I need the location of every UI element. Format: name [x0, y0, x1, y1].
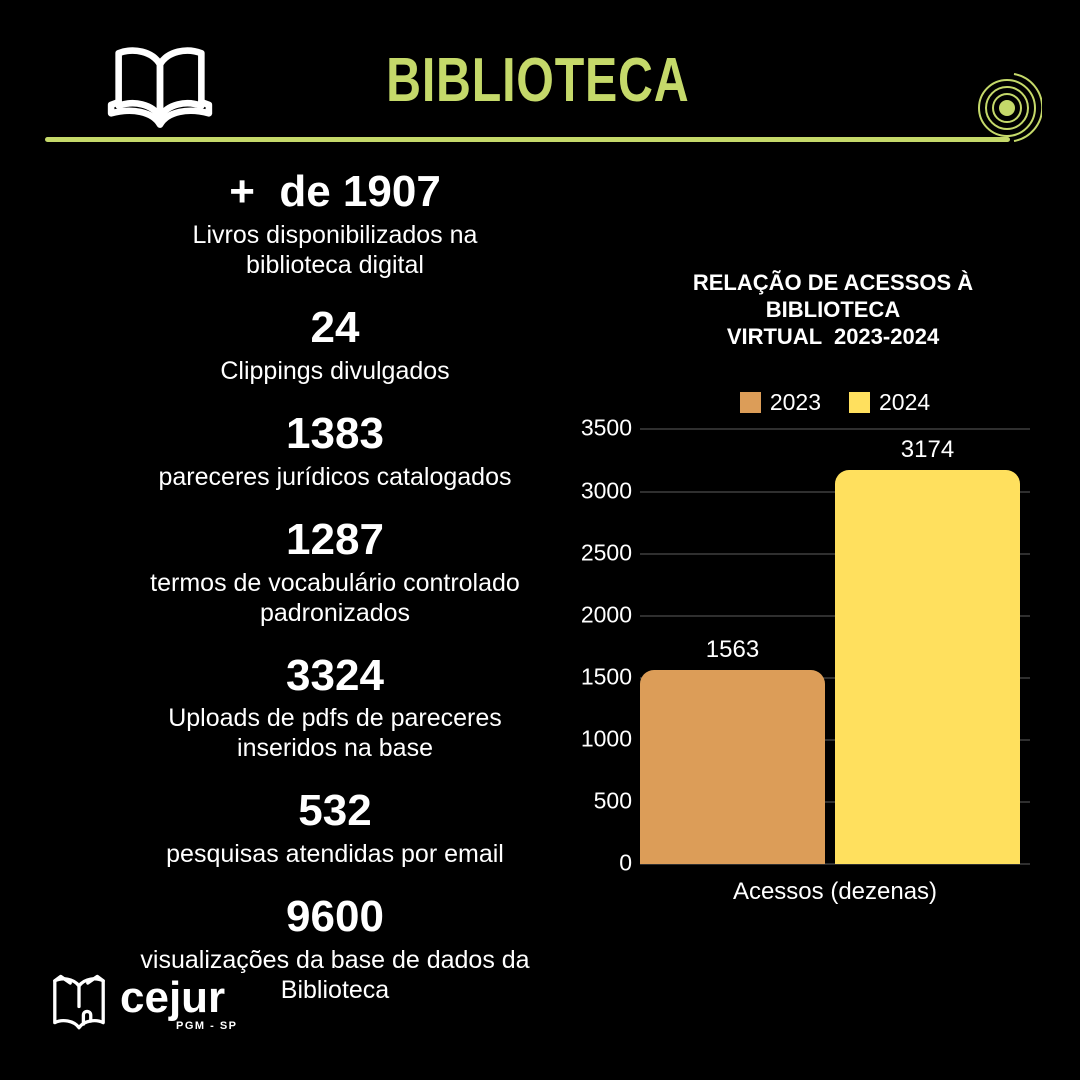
x-axis-label: Acessos (dezenas) — [732, 878, 938, 906]
legend-item-2023: 2023 — [739, 389, 821, 416]
stat-value: + de 1907 — [229, 167, 441, 216]
gridline-3500 — [640, 428, 1030, 431]
chart-title: RELAÇÃO DE ACESSOS À BIBLIOTECA VIRTUAL … — [692, 270, 974, 349]
stat-termos: 1287 termos de vocabulário controlado pa… — [60, 514, 610, 628]
concentric-circles-icon — [978, 73, 1042, 142]
plot-wrap: 3500 3000 2500 2000 1500 1000 500 0 1563 3174 Ace… — [580, 415, 1050, 929]
cejur-logo: cejur PGM - SP — [46, 974, 238, 1036]
cejur-wordmark: cejur PGM - SP — [120, 973, 238, 1033]
stat-clippings: 24 Clippings divulgados — [60, 302, 610, 386]
cejur-brand-text: cejur — [120, 973, 226, 1022]
plot-area: 3500 3000 2500 2000 1500 1000 500 0 1563 3174 — [581, 415, 1030, 876]
stat-value: 532 — [298, 786, 372, 836]
y-tick-label-3000: 3000 — [580, 477, 632, 504]
stat-value: 3324 — [286, 650, 384, 700]
bar-value-label-2024: 3174 — [900, 436, 955, 463]
bar-chart: RELAÇÃO DE ACESSOS À BIBLIOTECA VIRTUAL … — [580, 270, 1050, 929]
legend-label-2023: 2023 — [769, 389, 821, 416]
y-tick-label-0: 0 — [619, 849, 632, 876]
stat-label: visualizações da base de dados da Biblio… — [140, 946, 530, 1005]
stat-value: 1383 — [286, 408, 384, 458]
page-title: BIBLIOTECA — [386, 46, 690, 115]
stat-label: termos de vocabulário controlado padroni… — [150, 568, 520, 627]
legend-swatch-2023 — [739, 392, 761, 414]
bar-2023 — [640, 670, 825, 865]
y-tick-label-2500: 2500 — [580, 539, 632, 566]
bar-2024 — [835, 470, 1020, 865]
stat-uploads: 3324 Uploads de pdfs de pareceres inseri… — [60, 650, 610, 764]
stat-value: 24 — [310, 302, 360, 352]
legend-label-2024: 2024 — [879, 389, 931, 416]
stat-visualizacoes: 9600 visualizações da base de dados da B… — [60, 892, 610, 1005]
y-tick-label-1500: 1500 — [580, 663, 632, 690]
stat-value: 9600 — [286, 892, 384, 942]
stat-pesquisas: 532 pesquisas atendidas por email — [60, 786, 610, 869]
stats-column: + de 1907 Livros disponibilizados na bib… — [60, 152, 610, 1031]
stat-label: pareceres jurídicos catalogados — [158, 462, 512, 491]
y-tick-label-3500: 3500 — [580, 414, 632, 441]
chart-legend: 2023 2024 — [640, 389, 1030, 416]
y-tick-label-1000: 1000 — [580, 725, 632, 752]
stat-label: Clippings divulgados — [220, 356, 450, 385]
legend-swatch-2024 — [849, 392, 870, 414]
legend-item-2024: 2024 — [849, 389, 930, 416]
y-tick-label-500: 500 — [593, 787, 632, 814]
header-divider — [45, 137, 1010, 142]
stat-value: 1287 — [286, 514, 384, 564]
open-book-icon — [107, 47, 213, 128]
stat-livros: + de 1907 Livros disponibilizados na bib… — [60, 167, 610, 280]
cejur-sub-text: PGM - SP — [176, 1020, 238, 1032]
cejur-book-logo-icon — [53, 974, 105, 1030]
stat-label: Uploads de pdfs de pareceres inseridos n… — [168, 704, 502, 763]
gridline-0 — [640, 863, 1030, 866]
bar-value-label-2023: 1563 — [705, 636, 760, 664]
stat-pareceres: 1383 pareceres jurídicos catalogados — [60, 408, 610, 492]
stat-label: pesquisas atendidas por email — [166, 840, 504, 869]
stat-label: Livros disponibilizados na biblioteca di… — [192, 220, 478, 279]
y-tick-label-2000: 2000 — [580, 601, 632, 628]
